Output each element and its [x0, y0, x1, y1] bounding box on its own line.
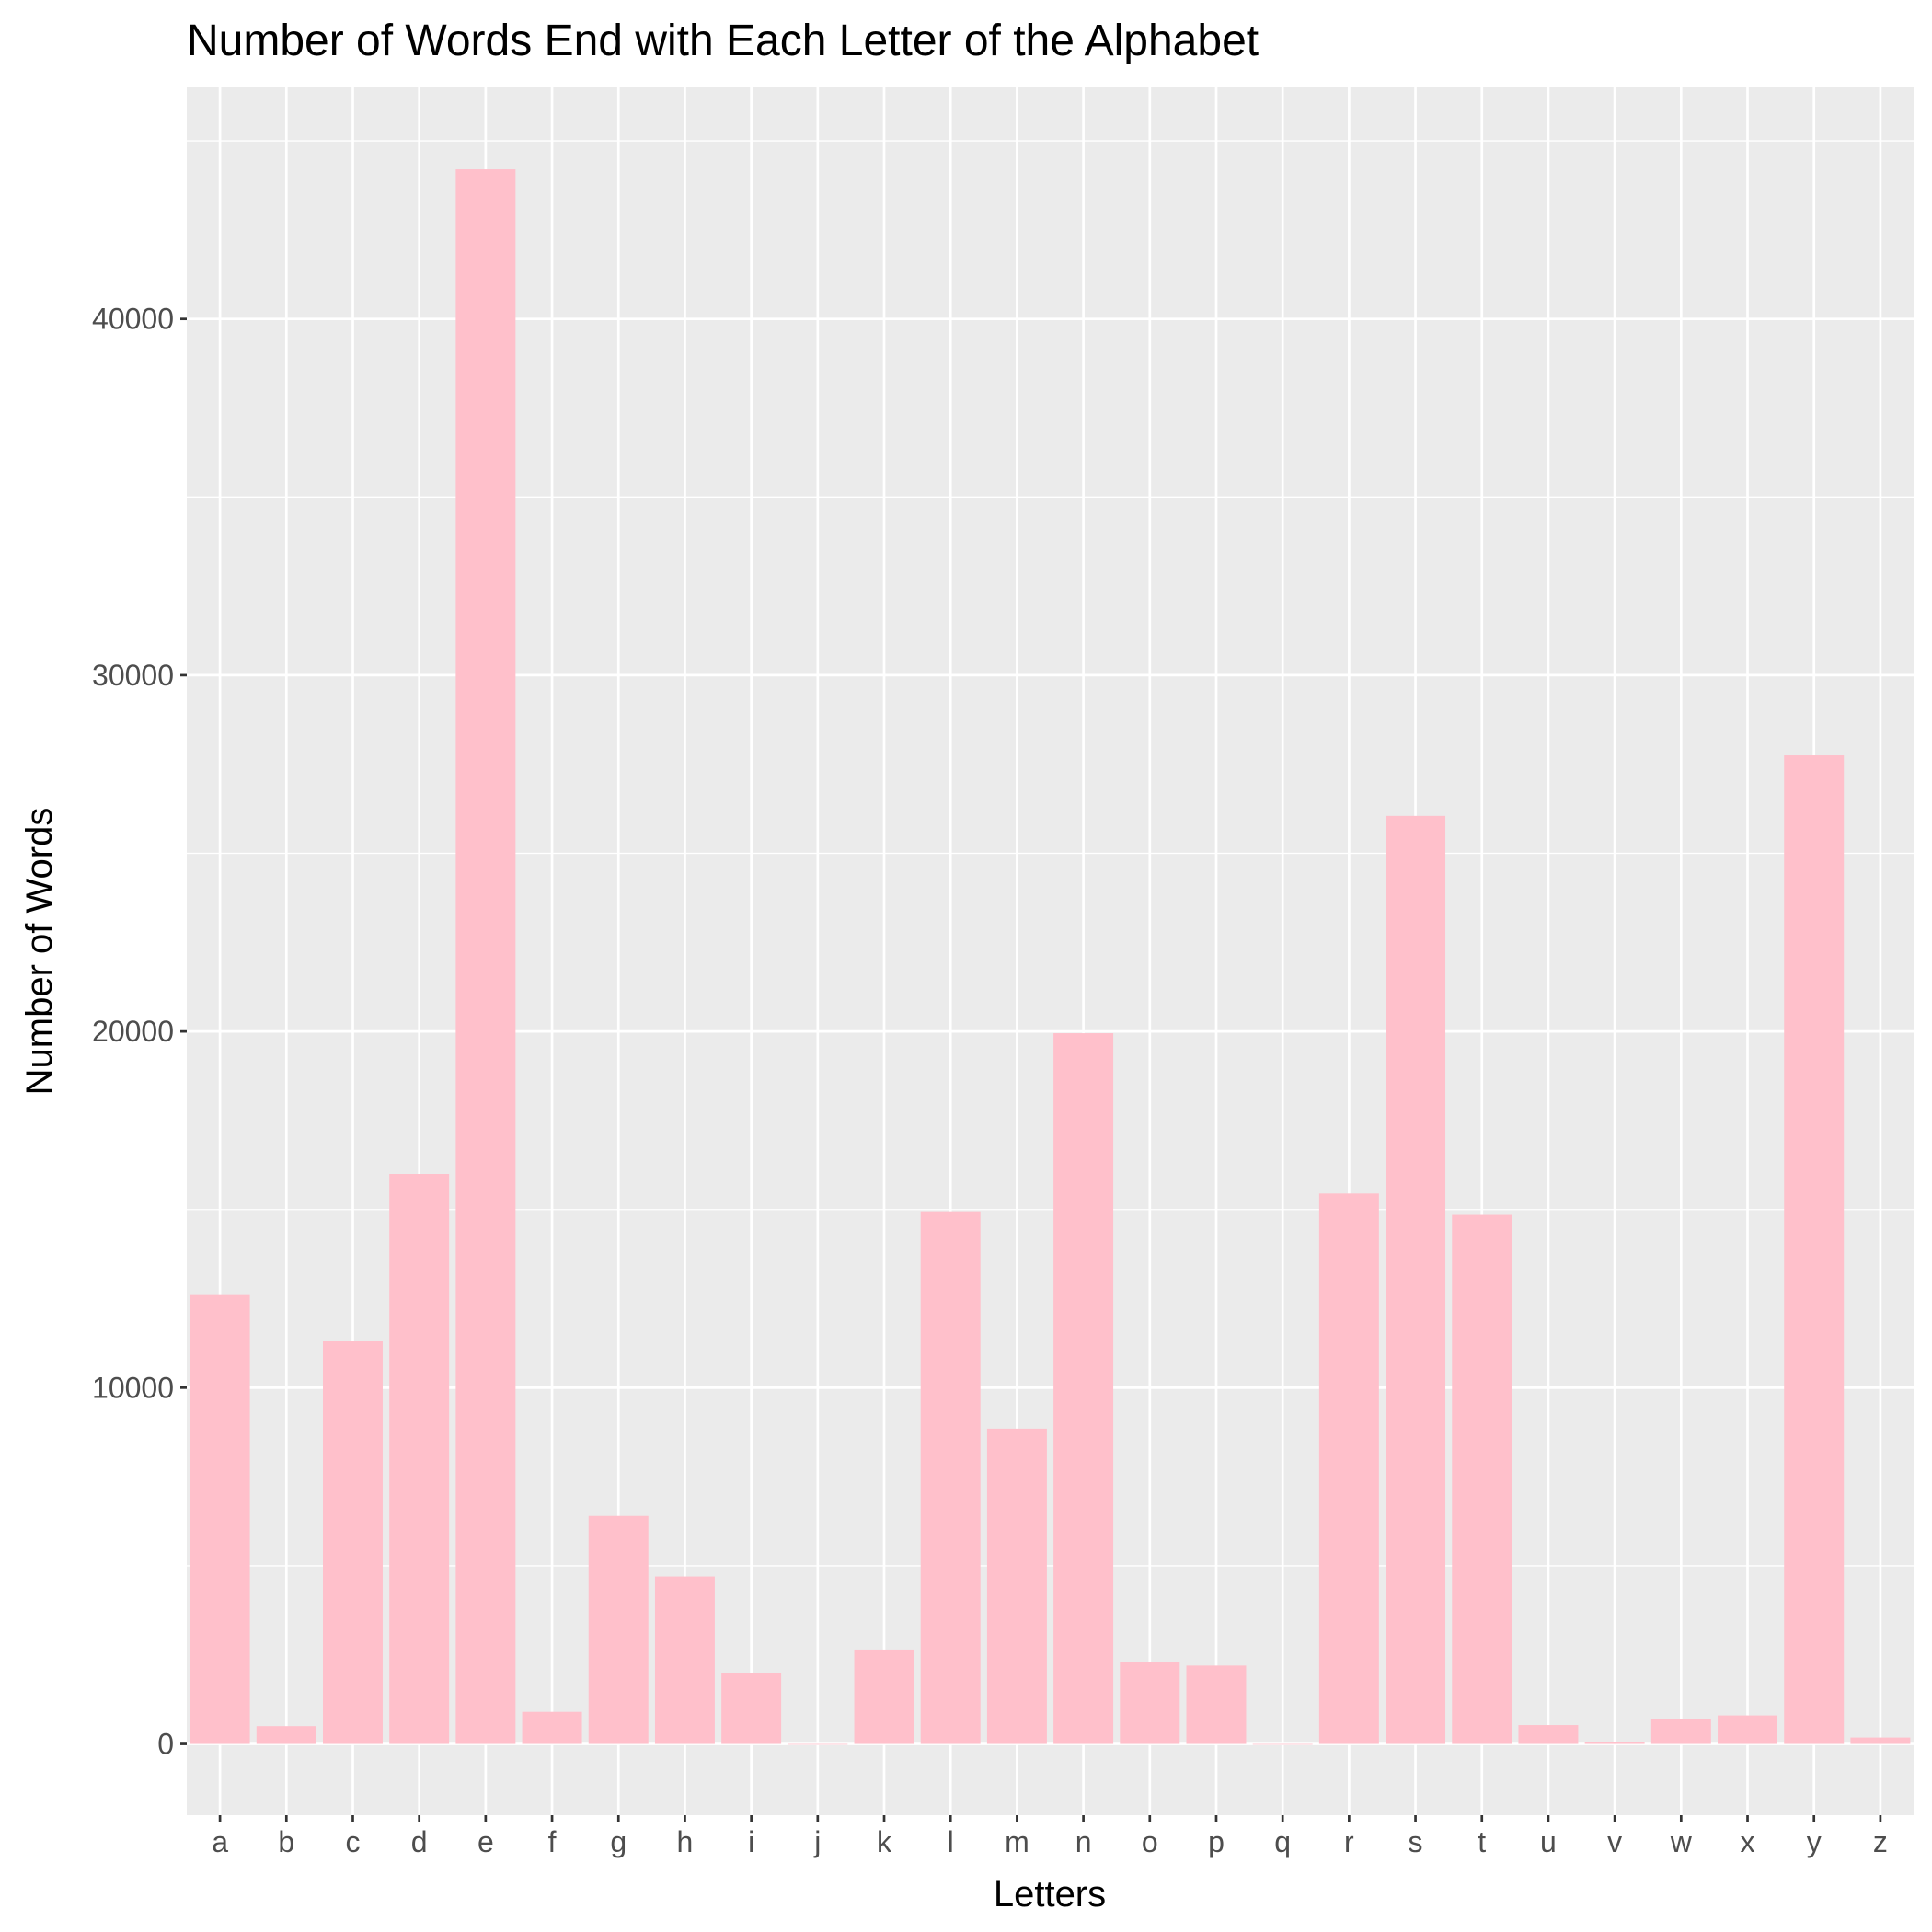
x-tick-label: v — [1607, 1825, 1622, 1858]
x-tick-label: w — [1670, 1825, 1693, 1858]
bar-c — [322, 1341, 383, 1744]
bar-w — [1650, 1719, 1711, 1744]
bar-u — [1518, 1725, 1579, 1744]
bar-j — [788, 1743, 848, 1745]
x-tick-label: h — [677, 1825, 694, 1858]
bar-v — [1584, 1742, 1645, 1744]
chart-title: Number of Words End with Each Letter of … — [187, 17, 1259, 65]
x-tick-label: x — [1741, 1825, 1755, 1858]
x-tick-label: z — [1873, 1825, 1888, 1858]
x-tick-label: p — [1208, 1825, 1225, 1858]
bars — [190, 169, 1911, 1745]
bar-y — [1784, 755, 1845, 1744]
bar-o — [1120, 1662, 1180, 1744]
x-tick-label: m — [1005, 1825, 1029, 1858]
x-tick-label: k — [877, 1825, 892, 1858]
x-tick-label: f — [548, 1825, 557, 1858]
x-tick-label: b — [278, 1825, 294, 1858]
x-tick-label: c — [345, 1825, 360, 1858]
x-tick-label: s — [1409, 1825, 1423, 1858]
x-tick-label: q — [1274, 1825, 1291, 1858]
x-tick-label: a — [212, 1825, 228, 1858]
y-tick-label: 30000 — [92, 659, 174, 692]
x-tick-label: n — [1075, 1825, 1092, 1858]
x-tick-label: i — [748, 1825, 754, 1858]
bar-k — [854, 1649, 914, 1744]
y-tick-label: 40000 — [92, 303, 174, 336]
bar-a — [190, 1294, 250, 1744]
bar-t — [1452, 1214, 1512, 1744]
x-tick-label: o — [1142, 1825, 1158, 1858]
bar-q — [1252, 1743, 1313, 1745]
bar-f — [522, 1711, 582, 1744]
bar-n — [1053, 1033, 1114, 1744]
bar-h — [654, 1576, 715, 1744]
x-axis: a b c d e f g h i j k l m n o p q r s t u v w x y z — [212, 1815, 1888, 1858]
bar-x — [1718, 1715, 1778, 1744]
y-tick-label: 10000 — [92, 1371, 174, 1404]
bar-d — [389, 1174, 450, 1744]
bar-g — [588, 1515, 649, 1744]
x-tick-label: r — [1344, 1825, 1354, 1858]
x-axis-title: Letters — [994, 1874, 1106, 1915]
x-tick-label: g — [610, 1825, 627, 1858]
bar-p — [1186, 1665, 1247, 1744]
x-tick-label: y — [1807, 1825, 1822, 1858]
bar-i — [721, 1673, 782, 1744]
y-tick-label: 0 — [157, 1728, 174, 1761]
y-tick-label: 20000 — [92, 1015, 174, 1048]
x-tick-label: d — [411, 1825, 428, 1858]
bar-z — [1850, 1737, 1911, 1744]
bar-l — [920, 1211, 981, 1744]
bar-e — [455, 169, 516, 1744]
bar-s — [1386, 815, 1446, 1744]
x-tick-label: u — [1540, 1825, 1557, 1858]
bar-r — [1318, 1193, 1379, 1744]
y-axis: 0 10000 20000 30000 40000 — [92, 303, 187, 1761]
x-tick-label: l — [948, 1825, 954, 1858]
x-tick-label: e — [477, 1825, 494, 1858]
y-axis-title: Number of Words — [19, 808, 60, 1096]
bar-b — [256, 1726, 316, 1744]
x-tick-label: t — [1478, 1825, 1486, 1858]
bar-m — [986, 1428, 1047, 1744]
x-tick-label: j — [813, 1825, 821, 1858]
